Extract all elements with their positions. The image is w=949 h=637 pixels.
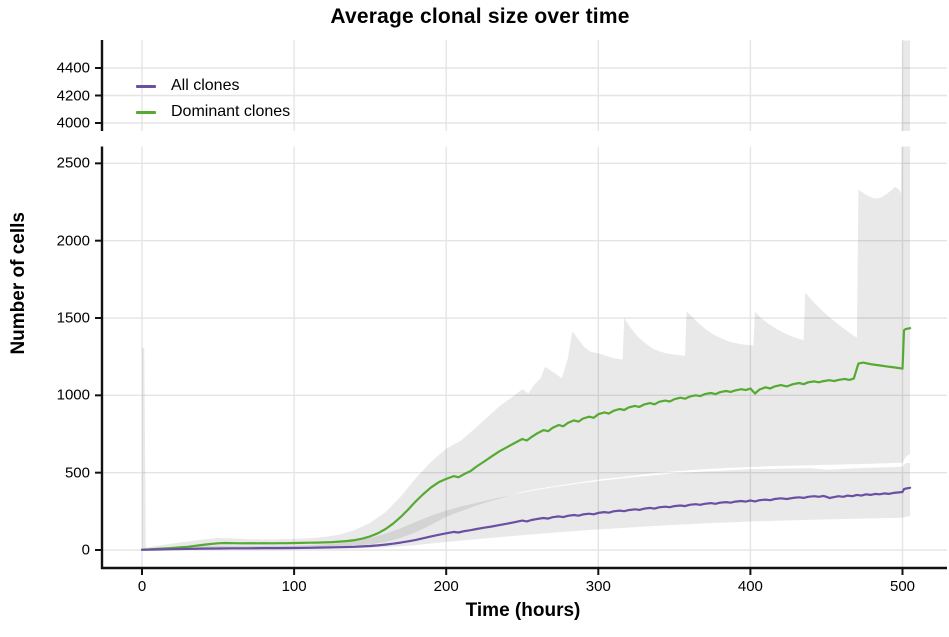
y-tick-label: 4000 [56,114,90,132]
x-tick-label: 100 [281,578,307,595]
legend-label-all-clones: All clones [171,77,240,94]
x-axis-label: Time (hours) [465,600,581,621]
x-tick-label: 500 [889,578,916,595]
confidence-ribbon [142,348,911,550]
x-tick-label: 200 [433,578,459,595]
series-line-all-clones [140,486,912,551]
y-tick-label: 0 [81,541,90,559]
series-line-dominant-clones [140,327,912,551]
x-tick-label: 300 [585,578,611,595]
y-tick-label: 1000 [56,386,90,404]
y-tick-label: 1500 [56,309,90,327]
chart-title: Average clonal size over time [330,5,630,28]
x-tick-label: 0 [137,578,147,595]
legend-label-dominant-clones: Dominant clones [171,103,291,120]
y-tick-label: 2500 [56,154,90,172]
y-axis-label: Number of cells [8,212,29,355]
legend-swatch-all-clones [136,84,156,88]
confidence-ribbon [142,40,911,550]
legend-item-dominant-clones: Dominant clones [136,99,290,125]
axis-break-band [102,131,947,147]
legend-item-all-clones: All clones [136,73,290,99]
legend: All clones Dominant clones [136,73,290,125]
x-tick-label: 400 [737,578,763,595]
y-tick-label: 500 [64,464,90,482]
y-tick-label: 4200 [56,87,90,104]
legend-swatch-dominant-clones [136,110,156,114]
y-tick-label: 4400 [56,59,90,77]
y-tick-label: 2000 [56,232,90,250]
